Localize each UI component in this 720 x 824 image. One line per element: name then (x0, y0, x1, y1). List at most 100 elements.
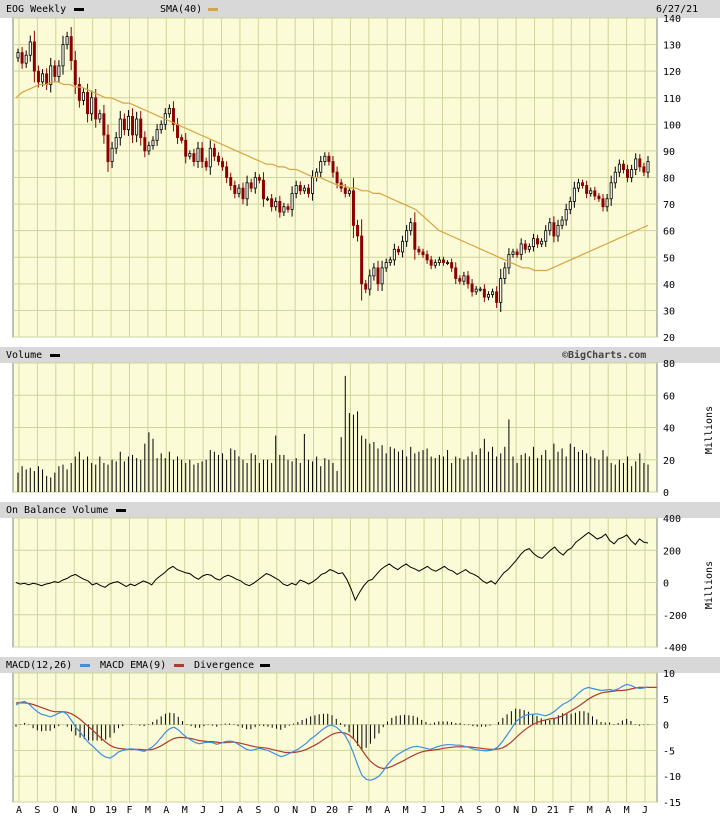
y-tick-label: 0 (663, 488, 669, 499)
x-tick-label: 20 (326, 805, 338, 816)
candle-body (544, 230, 548, 242)
candle-body (212, 147, 216, 157)
candle-body (360, 235, 364, 285)
candle-body (593, 190, 597, 197)
candle-body (282, 206, 286, 213)
candle-body (311, 177, 315, 194)
y-tick-label: 60 (663, 391, 675, 402)
candle-body (478, 288, 482, 291)
x-tick-label: J (439, 805, 445, 816)
candle-body (548, 222, 552, 232)
x-tick-label: S (255, 805, 261, 816)
candle-body (347, 190, 351, 194)
macd-title: MACD(12,26) (6, 660, 72, 671)
candle-body (405, 230, 409, 242)
candle-body (572, 187, 576, 202)
candle-body (65, 36, 69, 45)
candle-body (73, 60, 77, 85)
price-legend-swatch (74, 8, 84, 11)
candle-body (568, 201, 572, 210)
candle-body (388, 259, 392, 263)
candle-body (437, 259, 441, 263)
candle-body (229, 177, 233, 186)
candle-body (315, 171, 319, 178)
candle-body (32, 41, 36, 72)
candle-body (450, 262, 454, 269)
x-tick-label: D (90, 805, 96, 816)
candle-body (523, 243, 527, 250)
y-tick-label: 90 (663, 147, 675, 158)
candle-body (343, 187, 347, 194)
macd-ema-swatch (174, 664, 184, 667)
candle-body (302, 187, 306, 192)
candle-body (171, 107, 175, 125)
price-header: EOG Weekly SMA(40) 6/27/21 (6, 4, 698, 15)
y-tick-label: 30 (663, 306, 675, 317)
candle-body (380, 267, 384, 285)
x-tick-label: S (34, 805, 40, 816)
x-tick-label: M (587, 805, 593, 816)
x-tick-label: S (476, 805, 482, 816)
candle-body (98, 113, 102, 120)
candle-body (323, 155, 327, 162)
candle-body (278, 201, 282, 213)
candle-body (184, 139, 188, 157)
volume-title: Volume (6, 350, 42, 361)
y-tick-label: 50 (663, 253, 675, 264)
candle-body (511, 251, 515, 255)
candle-body (155, 129, 159, 141)
divergence-label: Divergence (194, 660, 254, 671)
y-tick-label: 40 (663, 424, 675, 435)
macd-ema-label: MACD EMA(9) (100, 660, 166, 671)
candle-body (491, 291, 495, 295)
candle-body (527, 246, 531, 250)
candle-body (396, 248, 400, 253)
candle-body (77, 84, 81, 101)
y-tick-label: 120 (663, 67, 681, 78)
candle-body (53, 65, 57, 77)
y-tick-label: 40 (663, 280, 675, 291)
candle-body (16, 52, 20, 59)
x-tick-label: J (219, 805, 225, 816)
panel-header-bg (0, 347, 720, 363)
candle-body (159, 123, 163, 131)
candle-body (94, 97, 98, 120)
x-tick-label: A (16, 805, 22, 816)
candle-body (626, 169, 630, 178)
candle-body (151, 139, 155, 147)
sma-label: SMA(40) (160, 4, 202, 15)
candle-body (188, 153, 192, 157)
candle-body (609, 182, 613, 200)
date-label: 6/27/21 (656, 4, 698, 15)
candle-body (646, 161, 650, 173)
x-tick-label: A (163, 805, 169, 816)
candle-body (241, 187, 245, 200)
panel-header-bg (0, 0, 720, 18)
candle-body (642, 166, 646, 173)
candle-body (36, 70, 40, 83)
candle-body (135, 118, 139, 136)
y-tick-label: 20 (663, 456, 675, 467)
volume-header: Volume ©BigCharts.com (6, 349, 646, 361)
candle-body (204, 161, 208, 168)
candle-body (20, 52, 24, 64)
candle-body (536, 238, 540, 245)
price-title: EOG Weekly (6, 4, 66, 15)
candle-body (503, 267, 507, 279)
y-tick-label: 100 (663, 120, 681, 131)
candle-body (466, 275, 470, 285)
x-tick-label: 21 (547, 805, 559, 816)
candle-body (433, 262, 437, 266)
candle-body (581, 182, 585, 186)
macd-header: MACD(12,26) MACD EMA(9) Divergence (6, 660, 270, 671)
y-tick-label: 5 (663, 695, 669, 706)
candle-body (216, 155, 220, 162)
y-tick-label: 20 (663, 333, 675, 344)
candle-body (372, 267, 376, 277)
y-tick-label: 80 (663, 359, 675, 370)
x-tick-label: M (182, 805, 188, 816)
obv-ylabel: Millions (704, 561, 715, 609)
candle-body (376, 267, 380, 285)
